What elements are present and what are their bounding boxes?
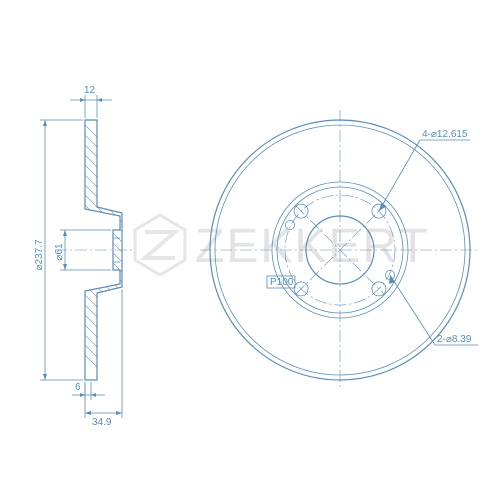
svg-text:P100: P100 xyxy=(270,277,294,288)
dim-hub-diameter: ⌀61 xyxy=(54,243,65,261)
dim-bottom-width: 34.9 xyxy=(92,417,112,428)
front-view: P100 4-⌀12.615 2-⌀8.39 xyxy=(200,110,480,390)
side-view: 12 ⌀237.7 ⌀61 6 34.9 xyxy=(34,85,135,428)
brake-disc-diagram: ZEKKERT xyxy=(0,0,500,500)
watermark-logo xyxy=(135,215,185,275)
dim-small-holes: 2-⌀8.39 xyxy=(437,334,472,345)
watermark-text: ZEKKERT xyxy=(195,220,430,273)
dim-bolt-holes: 4-⌀12.615 xyxy=(422,129,468,140)
pcd-label: P100 xyxy=(267,276,295,288)
dim-outer-diameter: ⌀237.7 xyxy=(34,239,45,270)
dim-bottom-thickness: 6 xyxy=(75,382,81,393)
dim-top-width: 12 xyxy=(84,85,96,96)
